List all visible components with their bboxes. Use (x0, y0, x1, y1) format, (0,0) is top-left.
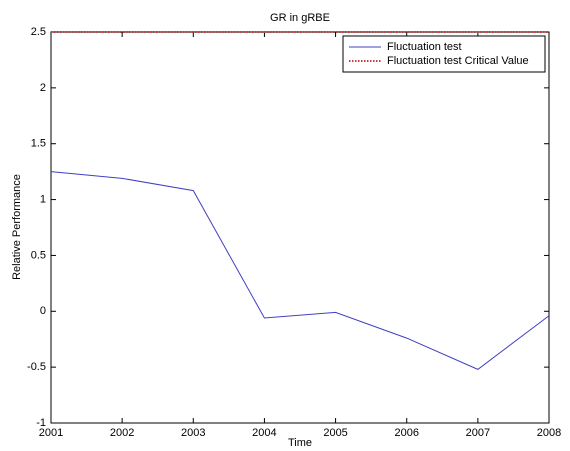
x-tick-label: 2004 (252, 427, 276, 439)
legend-box (342, 35, 546, 73)
y-tick-label: 2.5 (31, 26, 46, 38)
x-tick-label: 2006 (394, 427, 418, 439)
y-tick-label: 1.5 (31, 138, 46, 150)
x-tick-label: 2005 (323, 427, 347, 439)
plot-area (50, 31, 550, 424)
x-tick-label: 2002 (110, 427, 134, 439)
y-tick-label: -0.5 (27, 361, 46, 373)
legend-label: Fluctuation test Critical Value (387, 55, 529, 67)
y-tick-label: 0.5 (31, 249, 46, 261)
x-tick-label: 2007 (466, 427, 490, 439)
x-tick-label: 2001 (39, 427, 63, 439)
x-tick-label: 2008 (537, 427, 561, 439)
y-tick-label: 1 (40, 193, 46, 205)
y-axis-label: Relative Performance (11, 174, 23, 280)
legend-label: Fluctuation test (387, 41, 462, 53)
x-axis-label: Time (288, 437, 312, 449)
y-tick-label: 2 (40, 82, 46, 94)
chart-title: GR in gRBE (270, 12, 330, 24)
y-tick-label: 0 (40, 305, 46, 317)
y-tick-label: -1 (36, 417, 46, 429)
x-tick-label: 2003 (181, 427, 205, 439)
line-series (50, 171, 550, 370)
